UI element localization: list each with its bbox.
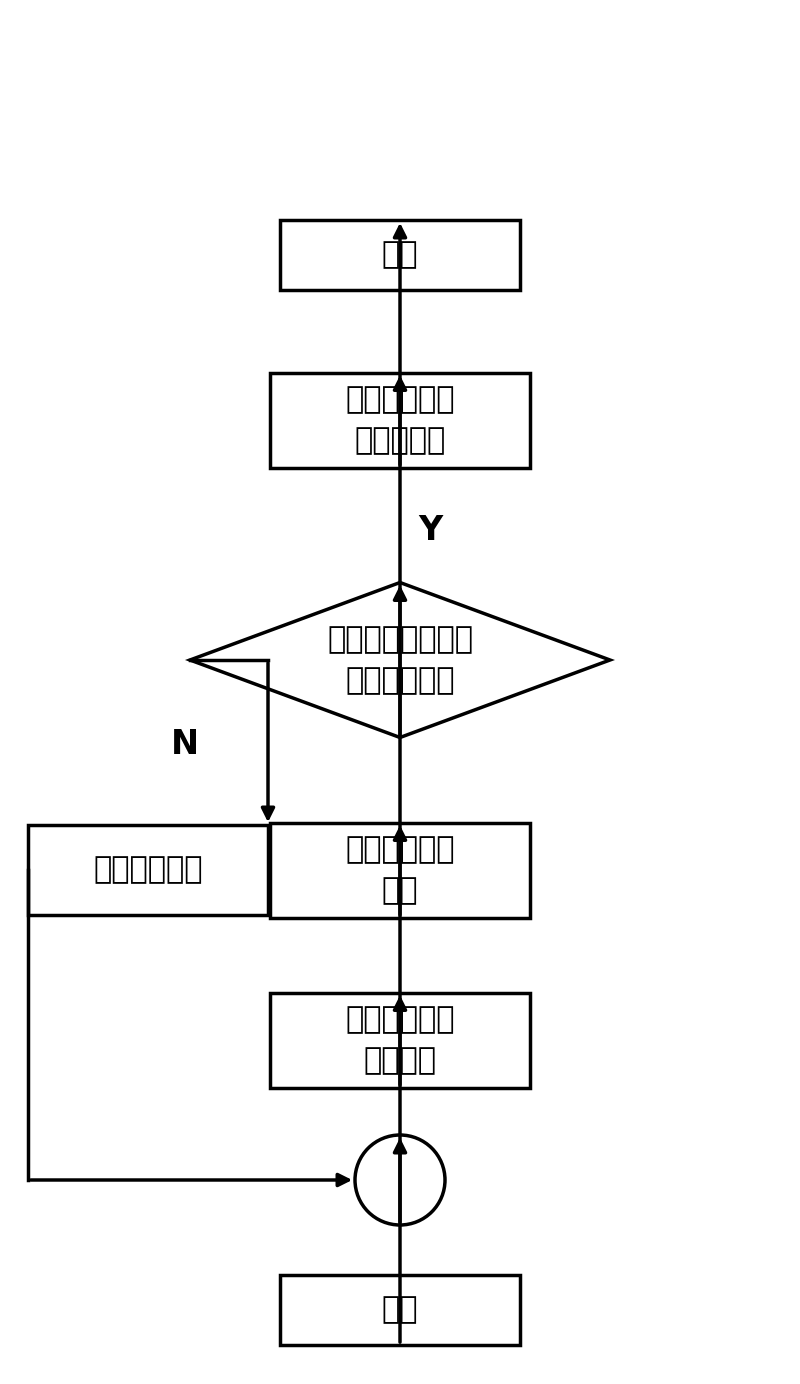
Text: 管网仿真计算
验证: 管网仿真计算 验证 <box>346 836 454 905</box>
Text: N: N <box>171 728 199 761</box>
Text: 结束: 结束 <box>382 241 418 270</box>
Text: Y: Y <box>418 513 442 547</box>
Bar <box>270 372 530 468</box>
Text: 以当前参数作
为调度方案: 以当前参数作 为调度方案 <box>346 385 454 455</box>
Bar <box>280 220 520 291</box>
Bar <box>270 992 530 1088</box>
Bar <box>270 822 530 918</box>
Text: 调整蒸汽参数: 调整蒸汽参数 <box>94 855 202 884</box>
Text: 调度模型计算
调度方案: 调度模型计算 调度方案 <box>346 1005 454 1075</box>
Bar <box>28 825 268 915</box>
Circle shape <box>355 1135 445 1225</box>
Bar <box>280 1275 520 1345</box>
Text: 开始: 开始 <box>382 1295 418 1324</box>
Text: 仿真计算蒸汽参数
是否满足需求: 仿真计算蒸汽参数 是否满足需求 <box>327 626 473 695</box>
Polygon shape <box>190 583 610 738</box>
